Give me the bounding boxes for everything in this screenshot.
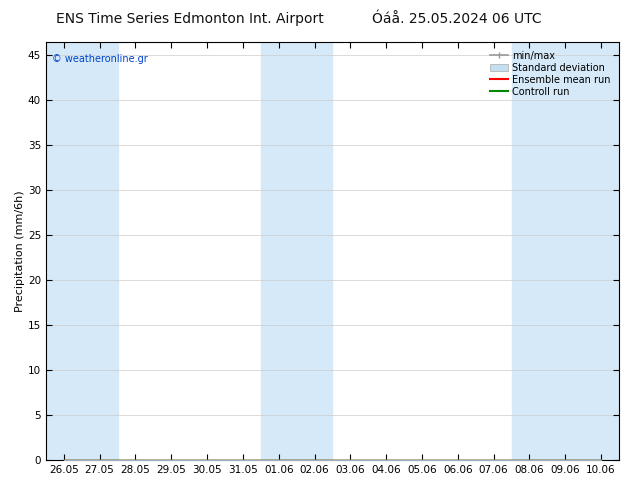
Legend: min/max, Standard deviation, Ensemble mean run, Controll run: min/max, Standard deviation, Ensemble me… xyxy=(486,47,614,100)
Bar xyxy=(547,42,619,460)
Bar xyxy=(46,42,82,460)
Bar xyxy=(261,42,297,460)
Bar xyxy=(297,42,332,460)
Bar xyxy=(64,42,117,460)
Y-axis label: Precipitation (mm/6h): Precipitation (mm/6h) xyxy=(15,190,25,312)
Text: ENS Time Series Edmonton Int. Airport: ENS Time Series Edmonton Int. Airport xyxy=(56,12,324,26)
Text: © weatheronline.gr: © weatheronline.gr xyxy=(51,54,147,65)
Text: Óáå. 25.05.2024 06 UTC: Óáå. 25.05.2024 06 UTC xyxy=(372,12,541,26)
Bar xyxy=(512,42,547,460)
